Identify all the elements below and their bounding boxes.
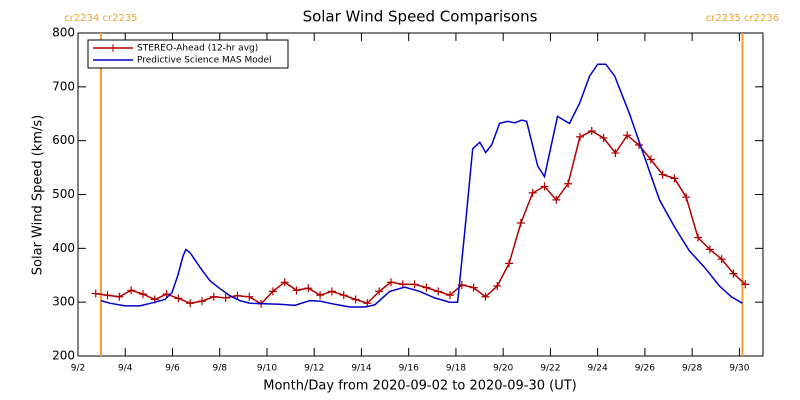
marker xyxy=(599,133,608,142)
y-tick-label: 400 xyxy=(52,241,75,255)
marker xyxy=(304,284,313,293)
marker xyxy=(375,287,384,296)
marker xyxy=(516,219,525,228)
marker xyxy=(233,291,242,300)
x-tick-label: 9/20 xyxy=(493,364,513,374)
marker xyxy=(339,291,348,300)
legend-marker xyxy=(109,44,117,52)
marker xyxy=(705,245,714,254)
x-tick-label: 9/14 xyxy=(351,364,371,374)
marker xyxy=(505,259,514,268)
y-tick-label: 700 xyxy=(52,79,75,93)
marker xyxy=(717,255,726,264)
marker xyxy=(221,293,230,302)
marker xyxy=(292,286,301,295)
marker xyxy=(91,289,100,298)
marker xyxy=(587,126,596,135)
marker xyxy=(327,287,336,296)
y-tick-label: 300 xyxy=(52,295,75,309)
marker xyxy=(493,282,502,291)
x-tick-label: 9/26 xyxy=(635,364,655,374)
x-tick-label: 9/12 xyxy=(304,364,324,374)
y-tick-label: 800 xyxy=(52,26,75,40)
x-tick-label: 9/22 xyxy=(540,364,560,374)
x-tick-label: 9/10 xyxy=(257,364,277,374)
marker xyxy=(316,291,325,300)
series-line xyxy=(100,63,743,308)
marker xyxy=(481,292,490,301)
legend-label: STEREO-Ahead (12-hr avg) xyxy=(137,44,258,54)
marker xyxy=(127,286,136,295)
marker xyxy=(280,278,289,287)
annotation: cr2235 cr2236 xyxy=(706,13,779,24)
marker xyxy=(575,132,584,141)
x-tick-label: 9/2 xyxy=(71,364,85,374)
x-tick-label: 9/6 xyxy=(165,364,180,374)
marker xyxy=(564,179,573,188)
marker xyxy=(729,269,738,278)
marker xyxy=(209,292,218,301)
marker xyxy=(115,292,124,301)
marker xyxy=(552,195,561,204)
marker xyxy=(186,299,195,308)
y-tick-label: 200 xyxy=(52,349,75,363)
marker xyxy=(138,290,147,299)
marker xyxy=(351,295,360,304)
marker xyxy=(540,182,549,191)
x-tick-label: 9/18 xyxy=(446,364,466,374)
marker xyxy=(658,170,667,179)
y-axis-label: Solar Wind Speed (km/s) xyxy=(31,115,46,275)
marker xyxy=(694,233,703,242)
chart-title: Solar Wind Speed Comparisons xyxy=(303,8,538,26)
x-tick-label: 9/8 xyxy=(212,364,227,374)
x-tick-label: 9/16 xyxy=(399,364,419,374)
x-axis-label: Month/Day from 2020-09-02 to 2020-09-30 … xyxy=(263,379,576,394)
legend-label: Predictive Science MAS Model xyxy=(137,56,272,66)
marker xyxy=(528,188,537,197)
marker xyxy=(410,280,419,289)
marker xyxy=(268,287,277,296)
x-tick-label: 9/4 xyxy=(118,364,133,374)
y-tick-label: 500 xyxy=(52,187,75,201)
marker xyxy=(174,294,183,303)
marker xyxy=(469,283,478,292)
marker xyxy=(623,131,632,140)
plot-frame xyxy=(77,32,764,357)
y-tick-label: 600 xyxy=(52,133,75,147)
marker xyxy=(386,278,395,287)
marker xyxy=(682,193,691,202)
x-tick-label: 9/24 xyxy=(588,364,608,374)
marker xyxy=(162,290,171,299)
marker xyxy=(198,297,207,306)
marker xyxy=(611,149,620,158)
x-tick-label: 9/30 xyxy=(729,364,749,374)
marker xyxy=(741,280,750,289)
marker xyxy=(245,292,254,301)
marker xyxy=(670,174,679,183)
marker xyxy=(422,283,431,292)
marker xyxy=(434,287,443,296)
x-tick-label: 9/28 xyxy=(682,364,702,374)
annotation: cr2234 cr2235 xyxy=(64,13,137,24)
marker xyxy=(103,291,112,300)
series-line xyxy=(95,130,746,305)
legend-box xyxy=(87,39,289,69)
marker xyxy=(646,155,655,164)
marker xyxy=(446,291,455,300)
